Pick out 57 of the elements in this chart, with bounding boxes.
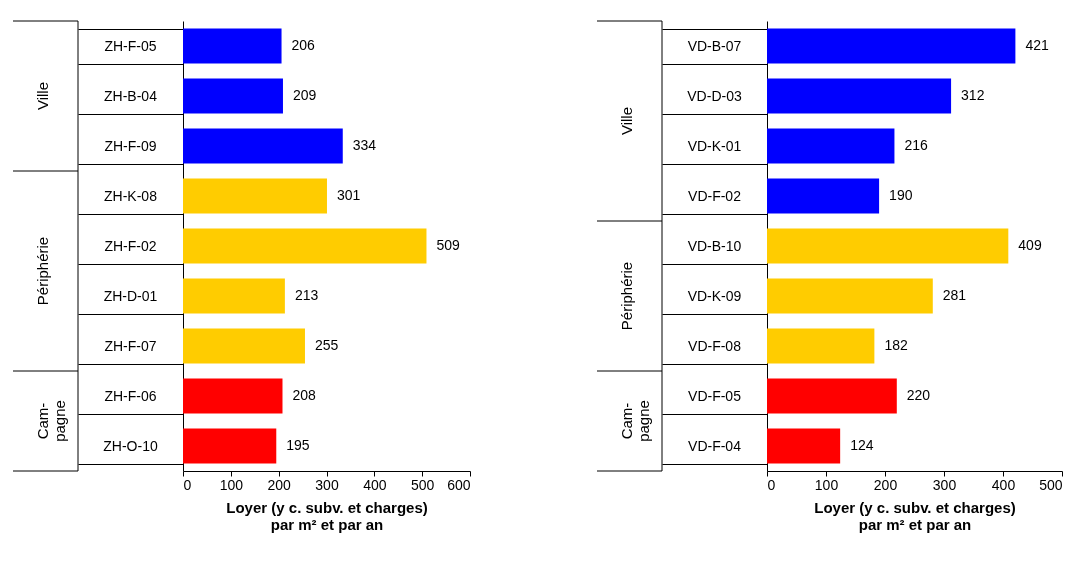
x-tick-label: 200	[267, 476, 292, 493]
data-label: 220	[906, 387, 931, 403]
y-tick-label: VD-F-02	[688, 187, 742, 204]
text: Périphérie	[34, 236, 51, 306]
text: Cam- pagne	[34, 400, 68, 442]
x-axis-title: Loyer (y c. subv. et charges) par m² et par an	[814, 498, 1016, 533]
y-tick-label: VD-F-05	[688, 387, 742, 404]
data-label: 208	[292, 387, 317, 403]
y-tick-label: ZH-O-10	[103, 437, 158, 454]
y-tick-label: VD-B-10	[687, 237, 742, 254]
x-tick-label: 0	[767, 476, 776, 493]
data-label: 190	[889, 187, 913, 203]
x-tick-label: 600	[447, 476, 471, 493]
data-label: 312	[961, 87, 985, 103]
x-tick-label: 0	[183, 476, 192, 493]
y-tick-label: VD-D-03	[687, 87, 742, 104]
x-tick-label: 300	[932, 476, 957, 493]
data-label: 216	[904, 137, 929, 153]
data-label: 195	[286, 437, 310, 453]
data-label: 301	[336, 187, 361, 203]
x-tick-label: 500	[410, 476, 435, 493]
x-tick-label: 100	[814, 476, 839, 493]
data-label: 182	[884, 337, 908, 353]
text: Cam- pagne	[618, 400, 652, 442]
data-label: 409	[1018, 237, 1042, 253]
y-tick-label: VD-F-04	[688, 437, 742, 454]
x-axis-title: Loyer (y c. subv. et charges) par m² et par an	[226, 498, 428, 533]
y-tick-label: ZH-F-05	[104, 37, 157, 54]
y-tick-label: ZH-F-07	[104, 337, 157, 354]
data-label: 124	[850, 437, 874, 453]
y-tick-label: ZH-F-09	[104, 137, 157, 154]
x-tick-label: 400	[363, 476, 387, 493]
x-tick-label: 200	[873, 476, 898, 493]
x-tick-label: 400	[991, 476, 1016, 493]
y-tick-label: ZH-B-04	[104, 87, 158, 104]
x-tick-label: 300	[315, 476, 339, 493]
y-tick-label: ZH-F-06	[104, 387, 157, 404]
data-label: 255	[314, 337, 339, 353]
data-label: 206	[291, 37, 316, 53]
text: Ville	[34, 81, 51, 111]
y-tick-label: VD-F-08	[688, 337, 742, 354]
data-label: 209	[292, 87, 317, 103]
y-tick-label: ZH-K-08	[104, 187, 158, 204]
text: Ville	[618, 106, 635, 136]
y-tick-label: VD-B-07	[687, 37, 742, 54]
x-tick-label: 500	[1039, 476, 1063, 493]
data-label: 334	[352, 137, 377, 153]
data-label: 509	[436, 237, 461, 253]
data-label: 281	[942, 287, 967, 303]
y-tick-label: VD-K-01	[687, 137, 742, 154]
data-label: 213	[294, 287, 319, 303]
y-tick-label: ZH-D-01	[103, 287, 158, 304]
y-tick-label: ZH-F-02	[104, 237, 157, 254]
y-tick-label: VD-K-09	[687, 287, 742, 304]
text: Périphérie	[618, 261, 635, 331]
data-label: 421	[1025, 37, 1049, 53]
x-tick-label: 100	[219, 476, 244, 493]
